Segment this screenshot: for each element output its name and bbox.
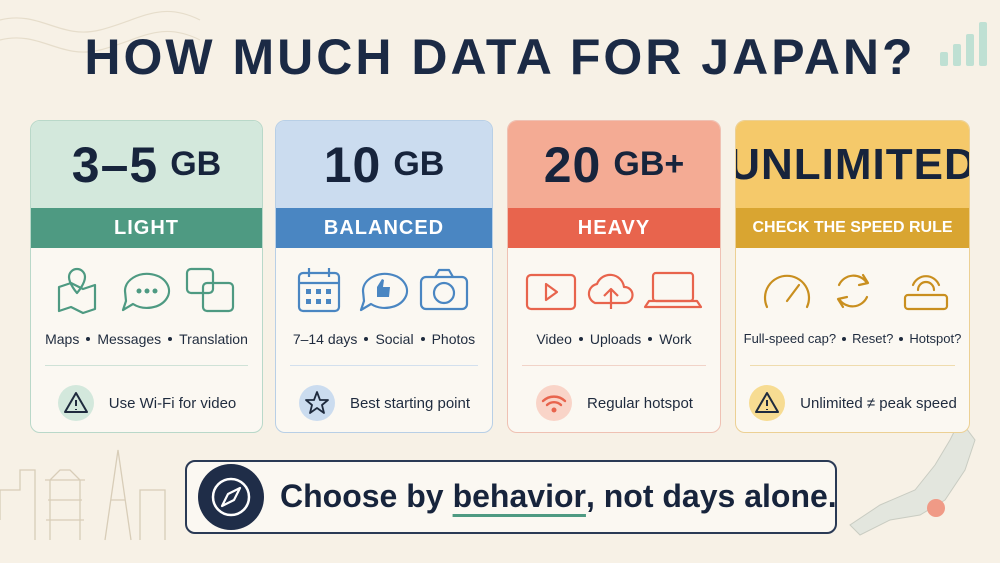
tip: Regular hotspot <box>508 383 720 423</box>
tip-icon <box>749 385 786 421</box>
amount: UNLIMITED <box>735 139 970 189</box>
card-header: 20 GB+ <box>508 121 720 208</box>
tip-icon <box>536 385 573 421</box>
use-item: Uploads <box>589 331 642 347</box>
tip: Best starting point <box>276 383 492 423</box>
use-list: Full-speed cap? Reset? Hotspot? <box>736 331 969 346</box>
unit: GB+ <box>613 145 685 183</box>
use-item: Social <box>375 331 414 347</box>
usage-icons <box>297 268 469 313</box>
use-item: Reset? <box>852 331 894 346</box>
compass-icon <box>198 464 264 530</box>
use-item: Maps <box>45 331 80 347</box>
usage-icons <box>763 273 948 311</box>
use-list: 7–14 days Social Photos <box>276 331 492 347</box>
use-item: Photos <box>431 331 476 347</box>
card-header: 3–5 GB <box>31 121 262 208</box>
tip-text: Unlimited ≠ peak speed <box>800 394 957 412</box>
use-item: Messages <box>97 331 162 347</box>
plan-card: UNLIMITED CHECK THE SPEED RULE Full-spee… <box>735 120 970 433</box>
usage-icons <box>525 271 703 311</box>
usage-label: CHECK THE SPEED RULE <box>736 208 969 248</box>
use-item: Translation <box>179 331 248 347</box>
use-item: Work <box>659 331 692 347</box>
use-item: Full-speed cap? <box>743 331 837 346</box>
usage-icons <box>57 267 234 315</box>
footer-box <box>185 460 837 534</box>
title: HOW MUCH DATA FOR JAPAN? <box>84 29 916 85</box>
divider <box>290 365 478 366</box>
use-item: Video <box>536 331 572 347</box>
use-item: 7–14 days <box>292 331 358 347</box>
usage-label: LIGHT <box>31 208 262 248</box>
amount: 20 <box>543 136 602 193</box>
usage-label: HEAVY <box>508 208 720 248</box>
use-item: Hotspot? <box>909 331 962 346</box>
tip-icon <box>57 385 94 421</box>
amount: 3–5 <box>71 136 159 193</box>
use-list: Maps Messages Translation <box>31 331 262 347</box>
unit: GB <box>393 145 445 183</box>
tip-text: Best starting point <box>349 394 471 412</box>
plan-card: 3–5 GB LIGHT Maps Messages Translation U… <box>30 120 263 433</box>
footer-message: Choose by behavior , not days alone. <box>280 478 837 515</box>
unit: GB <box>170 145 222 183</box>
plan-card: 10 GB BALANCED 7–14 days Social Photos B… <box>275 120 493 433</box>
footer-emphasis: behavior <box>452 478 586 514</box>
amount: 10 <box>323 136 382 193</box>
use-list: Video Uploads Work <box>508 331 720 347</box>
divider <box>750 365 955 366</box>
footer-text: Choose by <box>280 478 444 514</box>
tip-icon <box>298 385 335 421</box>
tip-text: Use Wi-Fi for video <box>108 394 237 412</box>
footer-text: , not days alone. <box>585 478 837 514</box>
tip: Unlimited ≠ peak speed <box>736 383 969 423</box>
usage-label: BALANCED <box>276 208 492 248</box>
tip: Use Wi-Fi for video <box>31 383 262 423</box>
divider <box>45 365 248 366</box>
tip-text: Regular hotspot <box>587 394 693 412</box>
plan-card: 20 GB+ HEAVY Video Uploads Work Regular … <box>507 120 721 433</box>
divider <box>522 365 706 366</box>
card-header: 10 GB <box>276 121 492 208</box>
card-header: UNLIMITED <box>736 121 969 208</box>
